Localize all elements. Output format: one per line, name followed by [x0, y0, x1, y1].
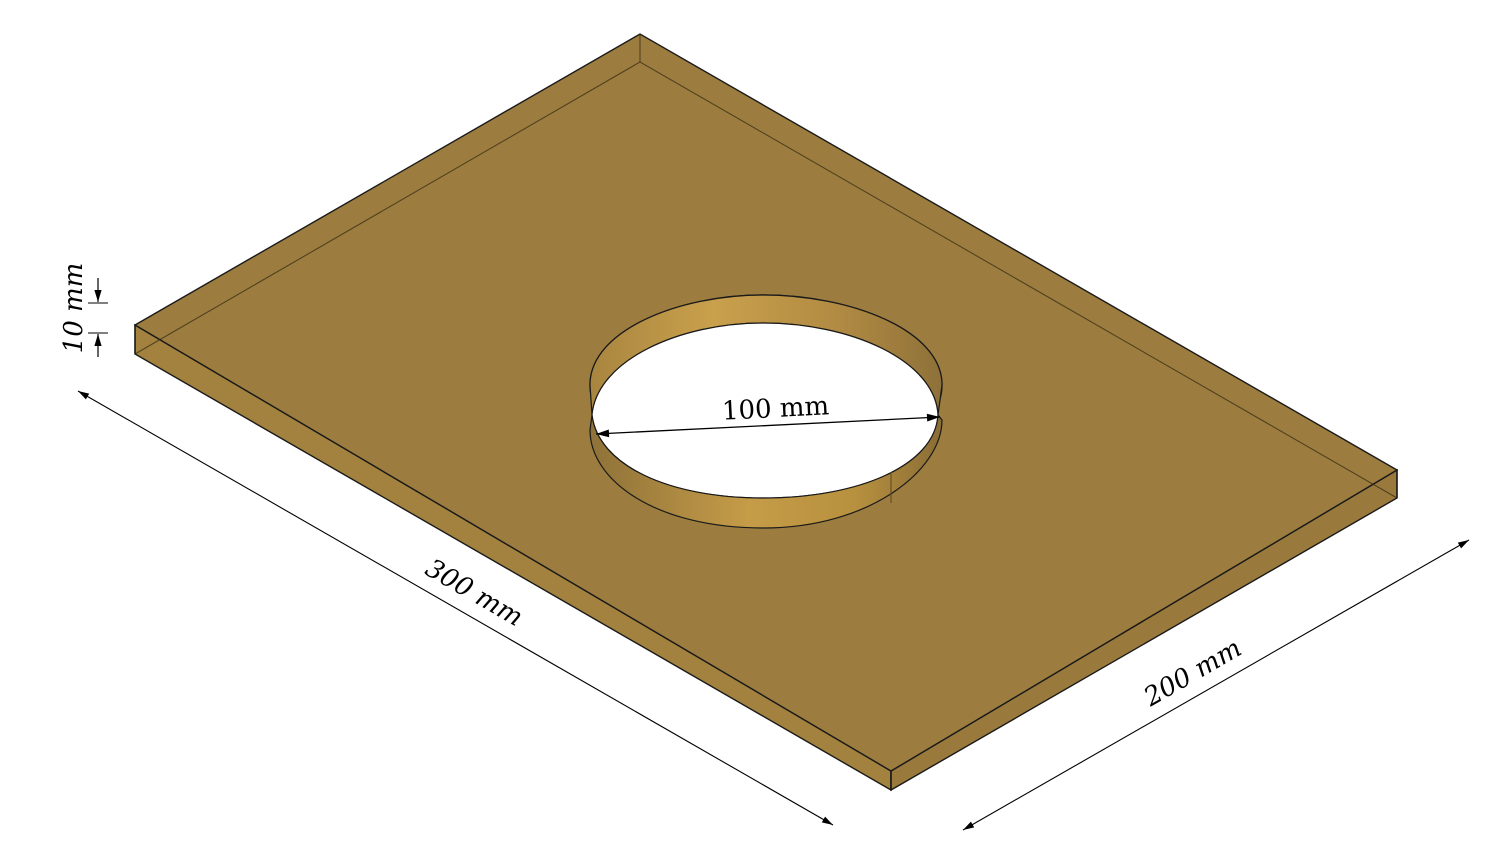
dimension-thickness: 10 mm — [59, 263, 108, 357]
width-label: 200 mm — [1138, 633, 1247, 713]
thickness-label: 10 mm — [59, 263, 89, 354]
width-dimension-line — [962, 539, 1470, 831]
hole-diameter-label: 100 mm — [721, 391, 830, 427]
length-dimension-line — [77, 390, 834, 826]
